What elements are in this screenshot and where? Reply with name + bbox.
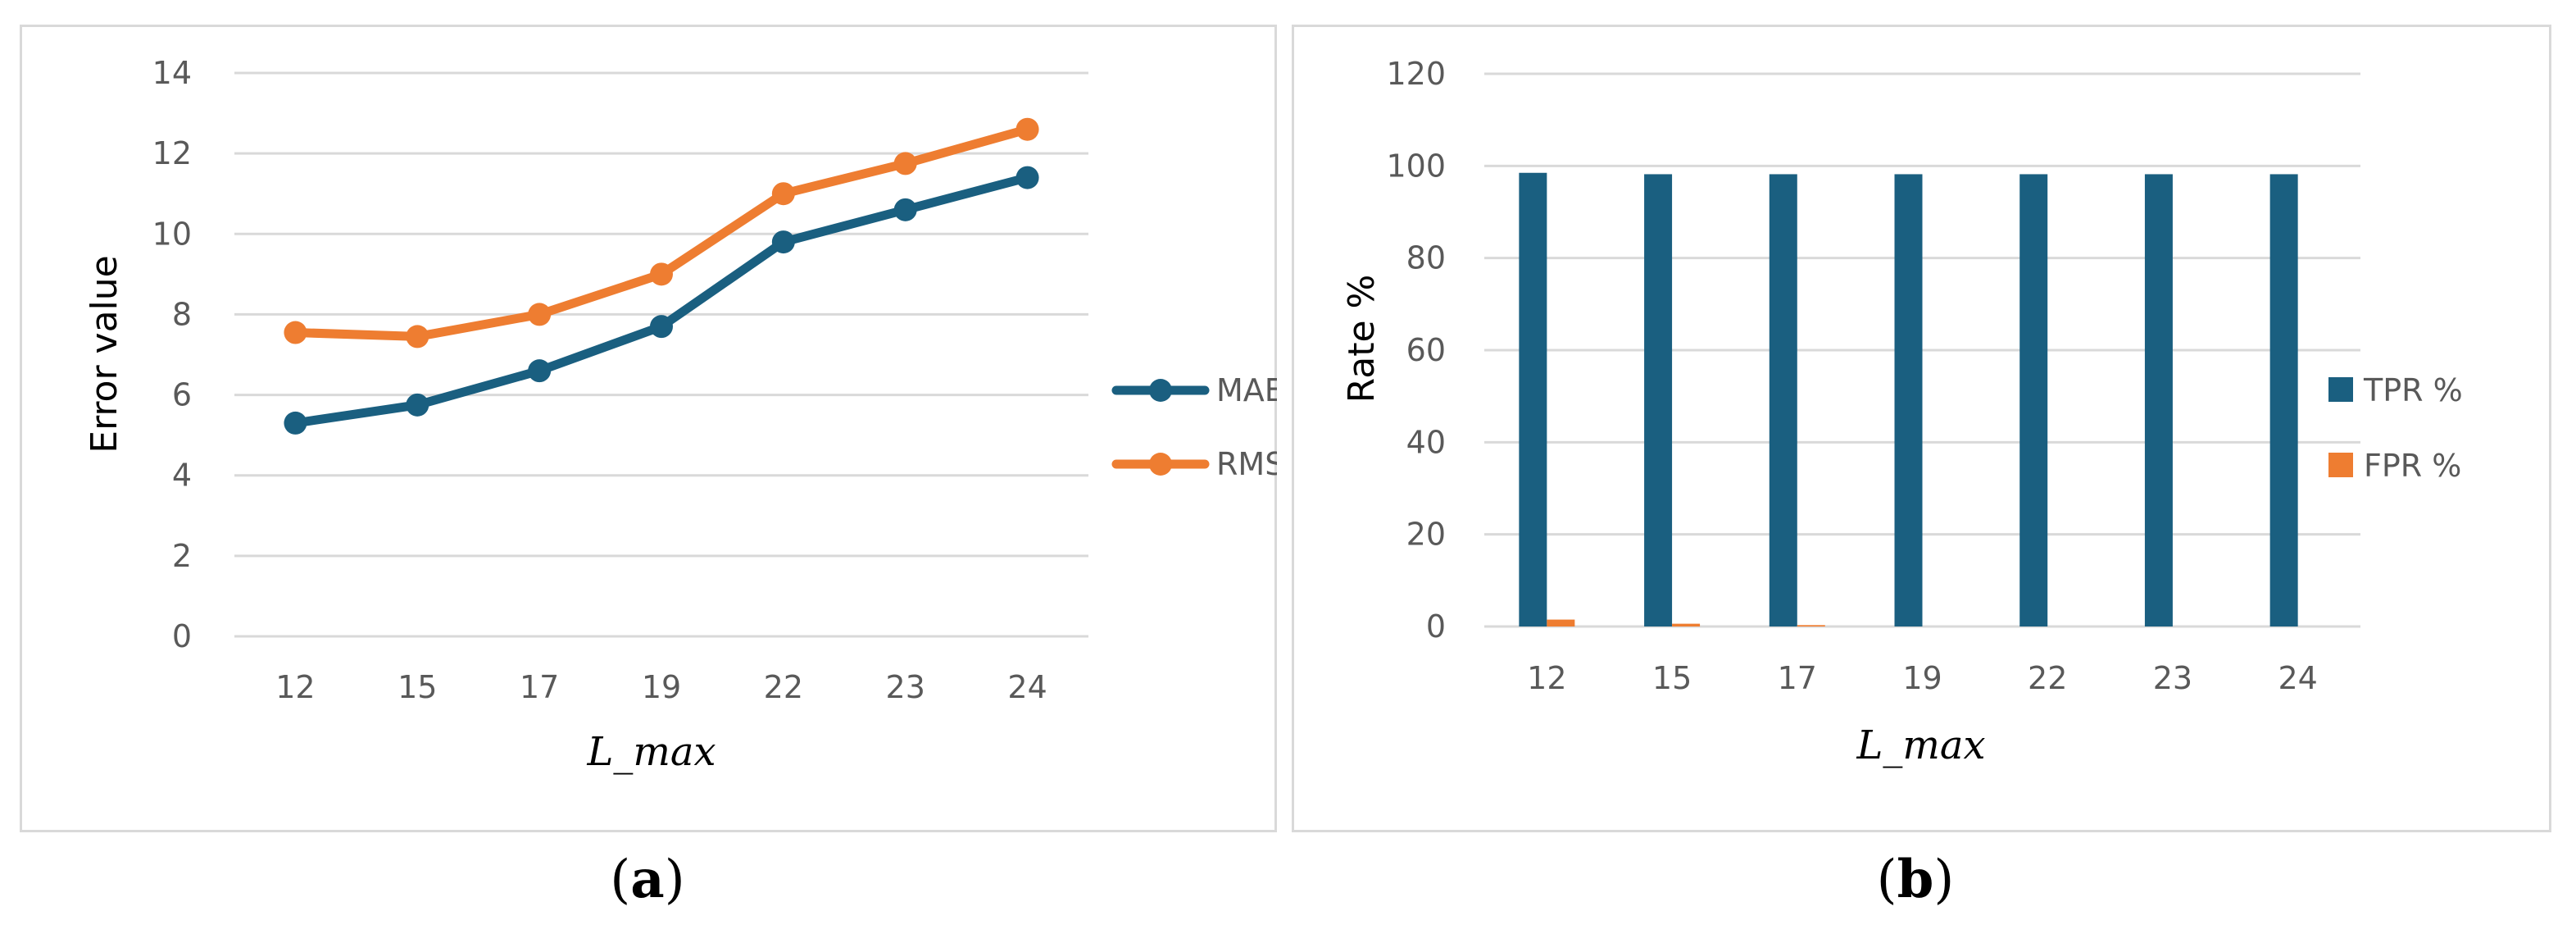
x-tick-label: 19 (642, 669, 681, 705)
y-tick-label: 12 (152, 135, 192, 171)
y-axis-label: Error value (84, 255, 125, 453)
x-tick-label: 12 (1527, 660, 1566, 696)
data-point-mae (1015, 166, 1039, 189)
panel-b-caption: (b) (1876, 849, 1955, 910)
x-tick-label: 24 (2278, 660, 2317, 696)
legend-label: RMSE (1216, 446, 1304, 482)
legend-swatch (2328, 453, 2353, 477)
x-axis-label: L_max (1856, 722, 1985, 768)
x-tick-label: 15 (1652, 660, 1692, 696)
bar-tpr (1519, 172, 1547, 627)
bar-tpr (1769, 174, 1797, 626)
legend-swatch (2328, 377, 2353, 402)
data-point-mae (284, 411, 307, 435)
legend-label: FPR % (2364, 448, 2461, 484)
bar-fpr (1547, 619, 1575, 626)
y-tick-label: 60 (1406, 332, 1446, 368)
x-tick-label: 12 (275, 669, 315, 705)
bar-fpr (1672, 623, 1701, 626)
legend-marker-rmse (1149, 453, 1172, 476)
data-point-rmse (893, 152, 917, 175)
y-tick-label: 10 (152, 216, 192, 252)
data-point-rmse (528, 303, 552, 326)
data-point-mae (406, 393, 429, 417)
x-tick-label: 15 (398, 669, 437, 705)
y-tick-label: 2 (172, 538, 192, 574)
x-tick-label: 23 (886, 669, 925, 705)
x-tick-label: 22 (764, 669, 803, 705)
series-line-mae (290, 173, 1033, 428)
data-point-mae (650, 315, 673, 339)
x-tick-label: 23 (2153, 660, 2192, 696)
data-point-rmse (284, 321, 307, 344)
data-point-mae (771, 230, 795, 254)
x-axis-label: L_max (586, 729, 716, 775)
x-tick-label: 17 (520, 669, 559, 705)
bar-tpr (1894, 174, 1923, 626)
bar-fpr (1797, 625, 1825, 626)
bar-tpr (2019, 174, 2048, 626)
panel-a-frame (20, 25, 1277, 832)
y-tick-label: 4 (172, 458, 192, 494)
bar-tpr (2144, 174, 2173, 626)
bar-chart-rate: 0 20 40 60 80 100 120 12 15 17 19 22 23 24 TPR % FPR % R… (1341, 56, 2463, 768)
legend-label: TPR % (2363, 372, 2463, 408)
data-point-mae (893, 198, 917, 221)
y-tick-label: 0 (1426, 608, 1446, 645)
bar-tpr (1644, 174, 1673, 626)
panel-a-letter: a (630, 849, 665, 910)
y-tick-label: 80 (1406, 240, 1446, 276)
data-point-rmse (406, 325, 429, 349)
panel-b-letter: b (1897, 849, 1934, 910)
y-tick-label: 14 (152, 55, 192, 91)
y-tick-label: 20 (1406, 517, 1446, 553)
y-tick-label: 40 (1406, 424, 1446, 460)
legend-marker-mae (1149, 379, 1172, 402)
legend-label: MAE (1216, 372, 1284, 408)
x-tick-label: 19 (1902, 660, 1942, 696)
data-point-rmse (650, 262, 673, 286)
data-point-rmse (1015, 117, 1039, 141)
y-tick-label: 8 (172, 296, 192, 332)
x-tick-label: 22 (2028, 660, 2067, 696)
y-tick-label: 120 (1386, 56, 1446, 92)
bar-tpr (2269, 174, 2298, 626)
x-tick-label: 24 (1007, 669, 1047, 705)
y-tick-label: 100 (1386, 148, 1446, 184)
panel-a-caption: (a) (610, 849, 685, 910)
data-point-mae (528, 359, 552, 383)
y-axis-label: Rate % (1341, 275, 1383, 403)
data-point-rmse (771, 182, 795, 206)
x-tick-label: 17 (1778, 660, 1817, 696)
y-tick-label: 0 (172, 618, 192, 654)
y-tick-label: 6 (172, 377, 192, 413)
